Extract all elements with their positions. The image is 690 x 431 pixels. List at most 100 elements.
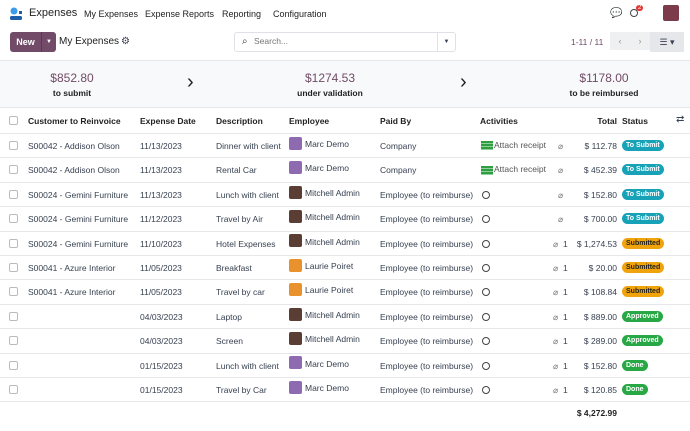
customer-cell: S00024 - Gemini Furniture: [28, 189, 129, 200]
activity-clock-icon[interactable]: [482, 337, 490, 346]
activity-clock-icon[interactable]: [630, 9, 638, 17]
row-checkbox[interactable]: [9, 165, 18, 175]
activity-clock-icon[interactable]: [482, 312, 490, 321]
attachment-icon[interactable]: ⌀: [553, 311, 559, 322]
col-description[interactable]: Description: [216, 116, 263, 126]
to-be-reimbursed-amount[interactable]: $1178.00: [579, 71, 629, 85]
activity-clock-icon[interactable]: [482, 386, 490, 394]
col-date[interactable]: Expense Date: [140, 116, 196, 126]
table-row[interactable]: S00024 - Gemini Furniture 11/12/2023 Tra…: [0, 206, 690, 230]
new-button[interactable]: New: [10, 32, 42, 52]
col-customer[interactable]: Customer to Reinvoice: [28, 116, 121, 126]
col-activities[interactable]: Activities: [480, 116, 518, 126]
date-cell: 01/15/2023: [140, 360, 183, 371]
col-paid-by[interactable]: Paid By: [380, 116, 412, 126]
row-checkbox[interactable]: [9, 238, 18, 248]
new-dropdown-toggle[interactable]: ▼: [46, 39, 52, 45]
description-cell: Travel by Air: [216, 214, 263, 225]
attachment-icon[interactable]: ⌀: [553, 385, 559, 395]
search-input[interactable]: [254, 36, 434, 46]
row-checkbox[interactable]: [9, 336, 18, 346]
row-checkbox[interactable]: [9, 311, 18, 321]
pager-next-button[interactable]: ›: [630, 32, 650, 50]
attachment-icon[interactable]: ⌀: [558, 141, 564, 151]
description-cell: Dinner with client: [216, 141, 281, 151]
row-checkbox[interactable]: [9, 385, 18, 394]
row-checkbox[interactable]: [9, 189, 18, 199]
col-total[interactable]: Total: [597, 116, 617, 126]
row-checkbox[interactable]: [9, 287, 18, 297]
attachment-icon[interactable]: ⌀: [558, 189, 564, 200]
chevron-right-icon: ›: [460, 71, 467, 93]
employee-cell: Laurie Poiret: [289, 258, 353, 272]
col-employee[interactable]: Employee: [289, 116, 330, 126]
table-row[interactable]: 04/03/2023 Screen Mitchell Admin Employe…: [0, 328, 690, 352]
row-checkbox[interactable]: [9, 263, 18, 272]
activity-clock-icon[interactable]: [482, 215, 490, 224]
status-badge: Submitted: [622, 237, 665, 249]
employee-name: Mitchell Admin: [305, 236, 360, 247]
paid-by-cell: Employee (to reimburse): [380, 238, 474, 249]
menu-expense-reports[interactable]: Expense Reports: [145, 9, 215, 19]
activity-clock-icon[interactable]: [482, 361, 490, 370]
activity-clock-icon[interactable]: [482, 239, 490, 248]
attach-receipt-icon: [481, 141, 493, 151]
activity-cell[interactable]: Attach receipt: [481, 140, 546, 151]
gear-icon[interactable]: ⚙: [121, 36, 130, 47]
activity-clock-icon[interactable]: [482, 288, 490, 297]
table-row[interactable]: 01/15/2023 Travel by Car Marc Demo Emplo…: [0, 377, 690, 401]
chat-icon[interactable]: 💬: [610, 8, 623, 19]
row-checkbox[interactable]: [9, 141, 18, 150]
view-switcher-list-icon[interactable]: ☰ ▾: [650, 32, 684, 52]
attachment-icon[interactable]: ⌀: [553, 360, 559, 371]
date-cell: 11/05/2023: [140, 263, 182, 273]
attachment-icon[interactable]: ⌀: [558, 214, 564, 225]
to-submit-amount[interactable]: $852.80: [50, 71, 94, 85]
table-row[interactable]: S00042 - Addison Olson 11/13/2023 Rental…: [0, 157, 690, 181]
date-cell: 11/13/2023: [140, 165, 182, 176]
pager-value[interactable]: 1-11 / 11: [571, 37, 604, 47]
column-settings-icon[interactable]: ⇄: [676, 114, 685, 125]
search-options-toggle[interactable]: ▼: [437, 33, 455, 51]
activity-clock-icon[interactable]: [482, 264, 490, 272]
employee-name: Marc Demo: [305, 163, 349, 174]
table-row[interactable]: S00041 - Azure Interior 11/05/2023 Break…: [0, 255, 690, 279]
status-badge: Done: [622, 384, 648, 395]
status-badge: Submitted: [622, 262, 665, 273]
table-row[interactable]: 04/03/2023 Laptop Mitchell Admin Employe…: [0, 303, 690, 328]
footer-total: $ 4,272.99: [576, 408, 617, 418]
activity-clock-icon[interactable]: [482, 190, 490, 199]
attachment-icon[interactable]: ⌀: [558, 165, 564, 176]
total-cell: $ 452.39: [583, 165, 617, 176]
attachment-icon[interactable]: ⌀: [553, 336, 559, 347]
select-all-checkbox[interactable]: [9, 116, 18, 125]
employee-avatar: [289, 234, 302, 248]
menu-reporting[interactable]: Reporting: [222, 9, 262, 19]
user-avatar[interactable]: [663, 5, 679, 21]
row-checkbox[interactable]: [9, 214, 18, 224]
table-row[interactable]: S00042 - Addison Olson 11/13/2023 Dinner…: [0, 133, 690, 157]
activity-cell[interactable]: Attach receipt: [481, 164, 546, 175]
app-name[interactable]: Expenses: [29, 7, 78, 19]
attachment-icon[interactable]: ⌀: [553, 287, 559, 298]
customer-cell: S00041 - Azure Interior: [28, 263, 116, 273]
menu-configuration[interactable]: Configuration: [273, 9, 327, 19]
employee-name: Mitchell Admin: [305, 334, 360, 345]
pager-prev-button[interactable]: ‹: [610, 32, 630, 50]
table-row[interactable]: 01/15/2023 Lunch with client Marc Demo E…: [0, 352, 690, 377]
under-validation-amount[interactable]: $1274.53: [304, 71, 356, 85]
table-row[interactable]: S00041 - Azure Interior 11/05/2023 Trave…: [0, 279, 690, 303]
customer-cell: S00024 - Gemini Furniture: [28, 214, 129, 225]
table-row[interactable]: S00024 - Gemini Furniture 11/10/2023 Hot…: [0, 230, 690, 255]
total-cell: $ 700.00: [583, 214, 617, 225]
status-badge: Submitted: [622, 286, 665, 298]
row-checkbox[interactable]: [9, 360, 18, 370]
employee-cell: Mitchell Admin: [289, 307, 360, 321]
menu-my-expenses[interactable]: My Expenses: [84, 9, 139, 19]
attachment-icon[interactable]: ⌀: [553, 238, 559, 249]
col-status[interactable]: Status: [622, 116, 648, 126]
paid-by-cell: Company: [380, 141, 417, 151]
table-row[interactable]: S00024 - Gemini Furniture 11/13/2023 Lun…: [0, 181, 690, 206]
under-validation-label: under validation: [297, 88, 363, 98]
attachment-icon[interactable]: ⌀: [553, 263, 559, 273]
